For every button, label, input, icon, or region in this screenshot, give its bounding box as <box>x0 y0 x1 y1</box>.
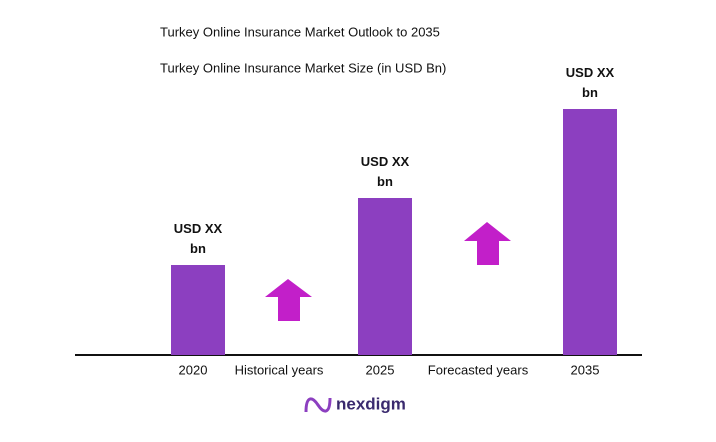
value-label: USD XX bn <box>360 154 410 189</box>
bar <box>171 265 225 355</box>
arrow <box>464 222 511 265</box>
x-tick-label: 2035 <box>571 362 600 377</box>
annotation: Historical years <box>235 362 324 377</box>
chart-title: Turkey Online Insurance Market Outlook t… <box>160 24 440 39</box>
value-label: USD XX bn <box>173 221 223 256</box>
logo-icon <box>304 397 332 413</box>
arrow <box>265 279 312 321</box>
bar <box>358 198 412 355</box>
x-tick-label: 2020 <box>179 362 208 377</box>
value-label: USD XX bn <box>565 65 615 100</box>
annotation: Forecasted years <box>428 362 529 377</box>
logo-text: nexdigm <box>336 394 406 413</box>
chart-subtitle: Turkey Online Insurance Market Size (in … <box>160 60 446 75</box>
x-tick-label: 2025 <box>366 362 395 377</box>
bar <box>563 109 617 355</box>
